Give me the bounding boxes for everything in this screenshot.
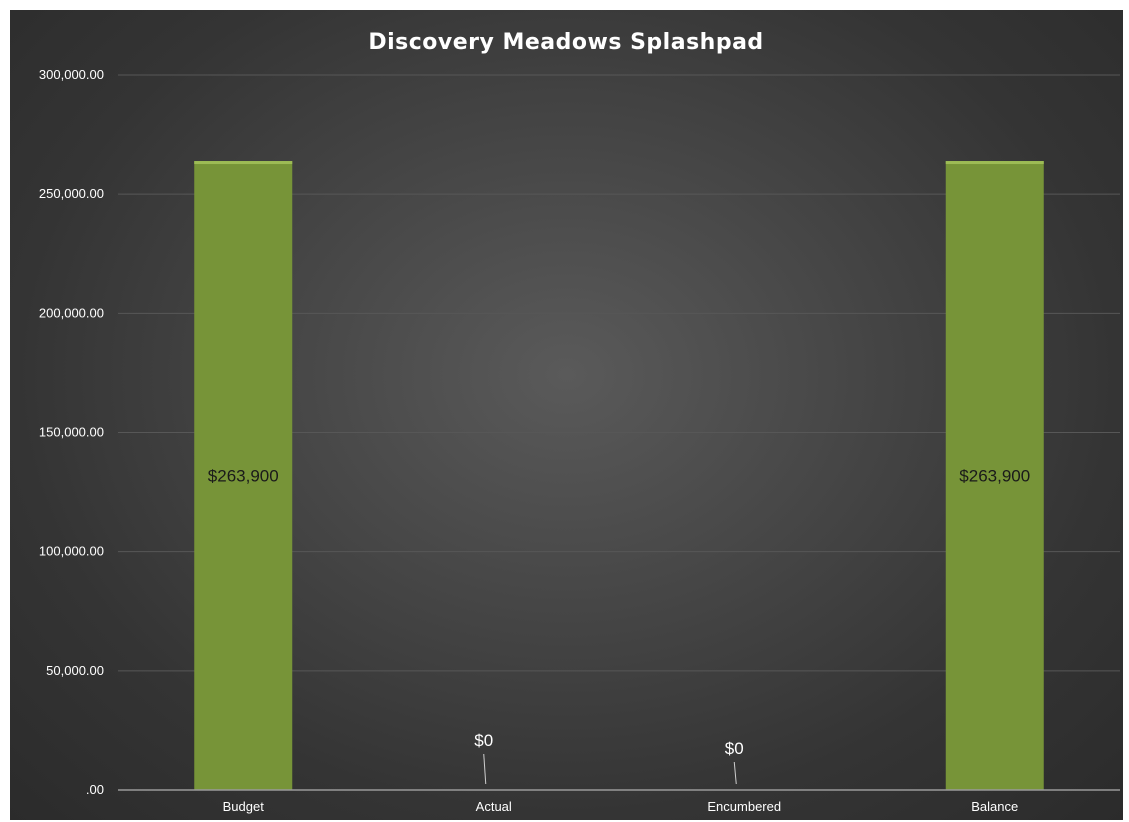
data-labels: $263,900 $0 $0 $263,900 bbox=[208, 467, 1030, 785]
y-tick-label: 100,000.00 bbox=[39, 544, 104, 559]
data-label: $263,900 bbox=[208, 467, 279, 486]
x-tick-label: Balance bbox=[971, 799, 1018, 814]
chart-title: Discovery Meadows Splashpad bbox=[368, 30, 763, 55]
data-label: $0 bbox=[725, 739, 744, 758]
y-tick-label: 50,000.00 bbox=[46, 663, 104, 678]
y-tick-label: 150,000.00 bbox=[39, 425, 104, 440]
chart-area: Discovery Meadows Splashpad .00 50,000.00… bbox=[10, 10, 1123, 820]
data-label: $0 bbox=[474, 731, 493, 750]
data-label: $263,900 bbox=[959, 467, 1030, 486]
bar-top-highlight bbox=[945, 161, 1044, 165]
x-axis-ticks: Budget Actual Encumbered Balance bbox=[223, 799, 1019, 814]
y-tick-label: 250,000.00 bbox=[39, 186, 104, 201]
bar bbox=[945, 161, 1044, 790]
bars bbox=[194, 161, 1044, 790]
y-tick-label: 300,000.00 bbox=[39, 67, 104, 82]
y-axis-ticks: .00 50,000.00 100,000.00 150,000.00 200,000.… bbox=[39, 67, 104, 797]
bar bbox=[194, 161, 293, 790]
y-tick-label: 200,000.00 bbox=[39, 305, 104, 320]
y-tick-label: .00 bbox=[86, 782, 104, 797]
leader-line bbox=[733, 761, 737, 785]
x-tick-label: Actual bbox=[476, 799, 512, 814]
x-tick-label: Encumbered bbox=[707, 799, 781, 814]
bar-top-highlight bbox=[194, 161, 293, 165]
leader-line bbox=[483, 753, 487, 785]
chart-svg: Discovery Meadows Splashpad .00 50,000.00… bbox=[39, 30, 1120, 814]
x-tick-label: Budget bbox=[223, 799, 265, 814]
